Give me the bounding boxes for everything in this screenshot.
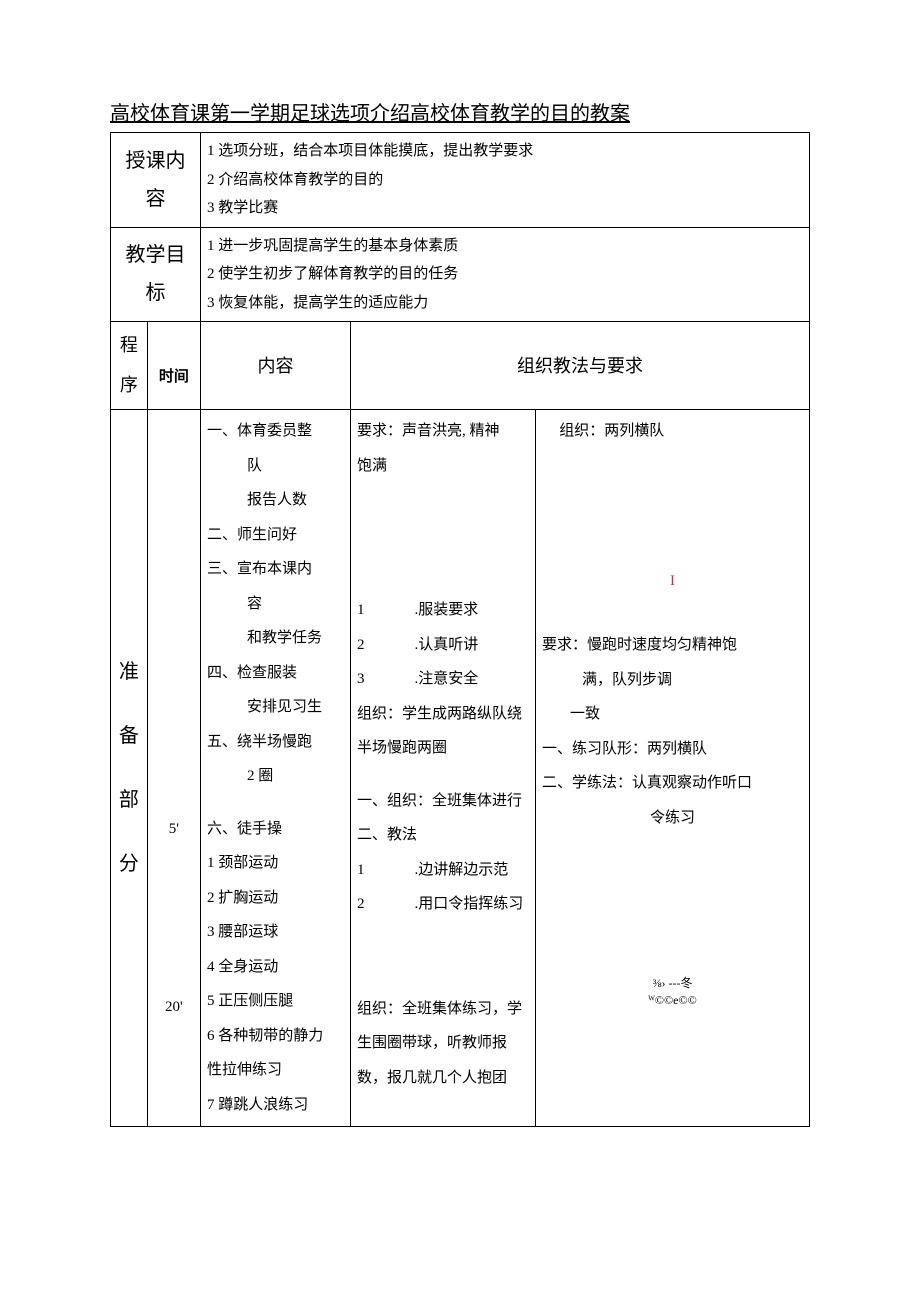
procedure-header: 程序 (111, 322, 148, 410)
time-header: 时间 (147, 322, 200, 410)
r-line: 一、练习队形：两列横队 (542, 732, 803, 767)
c-line: 三、宣布本课内 (207, 552, 344, 587)
tg-line: 1 进一步巩固提高学生的基本身体素质 (207, 232, 803, 261)
c-line: 7 蹲跳人浪练习 (207, 1088, 344, 1123)
red-marker: I (542, 564, 803, 599)
c-line: 2 扩胸运动 (207, 881, 344, 916)
m-line: 1.服装要求 (357, 593, 529, 628)
tg-line: 3 恢复体能，提高学生的适应能力 (207, 289, 803, 318)
cc-line: 3 教学比赛 (207, 194, 803, 223)
r-line: 要求：慢跑时速度均匀精神饱 (542, 628, 803, 663)
c-line: 1 颈部运动 (207, 846, 344, 881)
m-line: 组织：全班集体练习，学 (357, 992, 529, 1027)
c-line: 4 全身运动 (207, 950, 344, 985)
r-line: 二、学练法：认真观察动作听口 (542, 766, 803, 801)
r-line: 满，队列步调 (542, 663, 803, 698)
r-line: 一致 (542, 697, 803, 732)
r-line: 令练习 (542, 801, 803, 836)
c-line: 2 圈 (207, 759, 344, 794)
table-row: 准备部分 5' 20' 一、体育委员整 队 报告人数 二、师生问好 三、宣布本课… (111, 410, 810, 1127)
c-line: 二、师生问好 (207, 518, 344, 553)
m-line: 二、教法 (357, 818, 529, 853)
time1: 5' (154, 815, 194, 844)
time-cell: 5' 20' (147, 410, 200, 1127)
c-line: 一、体育委员整 (207, 414, 344, 449)
teach-goal-cell: 1 进一步巩固提高学生的基本身体素质 2 使学生初步了解体育教学的目的任务 3 … (201, 227, 810, 322)
symbol-line: ᵂ©©e©© (542, 992, 803, 1009)
c-line: 五、绕半场慢跑 (207, 725, 344, 760)
m-line: 一、组织：全班集体进行 (357, 784, 529, 819)
m-line: 生围圈带球，听教师报 (357, 1026, 529, 1061)
cc-line: 2 介绍高校体育教学的目的 (207, 166, 803, 195)
m-line: 饱满 (357, 449, 529, 484)
m-line: 半场慢跑两圈 (357, 731, 529, 766)
tg-line: 2 使学生初步了解体育教学的目的任务 (207, 260, 803, 289)
lesson-plan-table: 授课内容 1 选项分班，结合本项目体能摸底，提出教学要求 2 介绍高校体育教学的… (110, 132, 810, 1127)
c-line: 六、徒手操 (207, 812, 344, 847)
c-line: 6 各种韧带的静力 (207, 1019, 344, 1054)
method-header: 组织教法与要求 (351, 322, 810, 410)
c-line: 5 正压侧压腿 (207, 984, 344, 1019)
content-cell: 一、体育委员整 队 报告人数 二、师生问好 三、宣布本课内 容 和教学任务 四、… (201, 410, 351, 1127)
c-line: 和教学任务 (207, 621, 344, 656)
m-line: 数，报几就几个人抱团 (357, 1061, 529, 1096)
method-right-cell: 组织：两列横队 I 要求：慢跑时速度均匀精神饱 满，队列步调 一致 一、练习队形… (536, 410, 810, 1127)
c-line: 3 腰部运球 (207, 915, 344, 950)
c-line: 性拉伸练习 (207, 1053, 344, 1088)
c-line: 容 (207, 587, 344, 622)
table-row: 授课内容 1 选项分班，结合本项目体能摸底，提出教学要求 2 介绍高校体育教学的… (111, 133, 810, 228)
symbol-line: ⅜› ---冬 (542, 975, 803, 992)
course-content-label: 授课内容 (111, 133, 201, 228)
time2: 20' (154, 993, 194, 1022)
m-line: 1.边讲解边示范 (357, 853, 529, 888)
c-line: 安排见习生 (207, 690, 344, 725)
prep-section-label: 准备部分 (111, 410, 148, 1127)
m-line: 3.注意安全 (357, 662, 529, 697)
table-row: 教学目标 1 进一步巩固提高学生的基本身体素质 2 使学生初步了解体育教学的目的… (111, 227, 810, 322)
cc-line: 1 选项分班，结合本项目体能摸底，提出教学要求 (207, 137, 803, 166)
content-header: 内容 (201, 322, 351, 410)
c-line: 报告人数 (207, 483, 344, 518)
r-line: 组织：两列横队 (542, 414, 803, 449)
m-line: 组织：学生成两路纵队绕 (357, 697, 529, 732)
m-line: 2.认真听讲 (357, 628, 529, 663)
course-content-cell: 1 选项分班，结合本项目体能摸底，提出教学要求 2 介绍高校体育教学的目的 3 … (201, 133, 810, 228)
m-line: 要求：声音洪亮, 精神 (357, 414, 529, 449)
page-title: 高校体育课第一学期足球选项介绍高校体育教学的目的教案 (110, 100, 810, 128)
method-left-cell: 要求：声音洪亮, 精神 饱满 1.服装要求 2.认真听讲 3.注意安全 组织：学… (351, 410, 536, 1127)
table-row: 程序 时间 内容 组织教法与要求 (111, 322, 810, 410)
teach-goal-label: 教学目标 (111, 227, 201, 322)
c-line: 四、检查服装 (207, 656, 344, 691)
m-line: 2.用口令指挥练习 (357, 887, 529, 922)
c-line: 队 (207, 449, 344, 484)
